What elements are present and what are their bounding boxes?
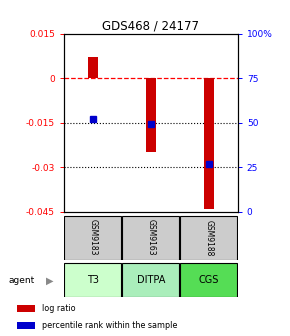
Text: CGS: CGS xyxy=(199,275,219,285)
Text: DITPA: DITPA xyxy=(137,275,165,285)
Bar xyxy=(122,216,179,260)
Bar xyxy=(180,216,237,260)
Text: T3: T3 xyxy=(87,275,99,285)
Title: GDS468 / 24177: GDS468 / 24177 xyxy=(102,19,199,33)
Bar xyxy=(17,322,35,329)
Bar xyxy=(88,57,98,78)
Bar xyxy=(204,78,214,209)
Bar xyxy=(17,305,35,312)
Bar xyxy=(180,263,237,297)
Text: percentile rank within the sample: percentile rank within the sample xyxy=(41,321,177,330)
Text: ▶: ▶ xyxy=(46,276,53,286)
Bar xyxy=(122,263,179,297)
Text: GSM9188: GSM9188 xyxy=(204,219,213,256)
Bar xyxy=(64,216,121,260)
Text: GSM9183: GSM9183 xyxy=(88,219,97,256)
Bar xyxy=(64,263,121,297)
Text: log ratio: log ratio xyxy=(41,304,75,313)
Text: GSM9163: GSM9163 xyxy=(146,219,155,256)
Text: agent: agent xyxy=(9,276,35,285)
Bar xyxy=(146,78,156,152)
